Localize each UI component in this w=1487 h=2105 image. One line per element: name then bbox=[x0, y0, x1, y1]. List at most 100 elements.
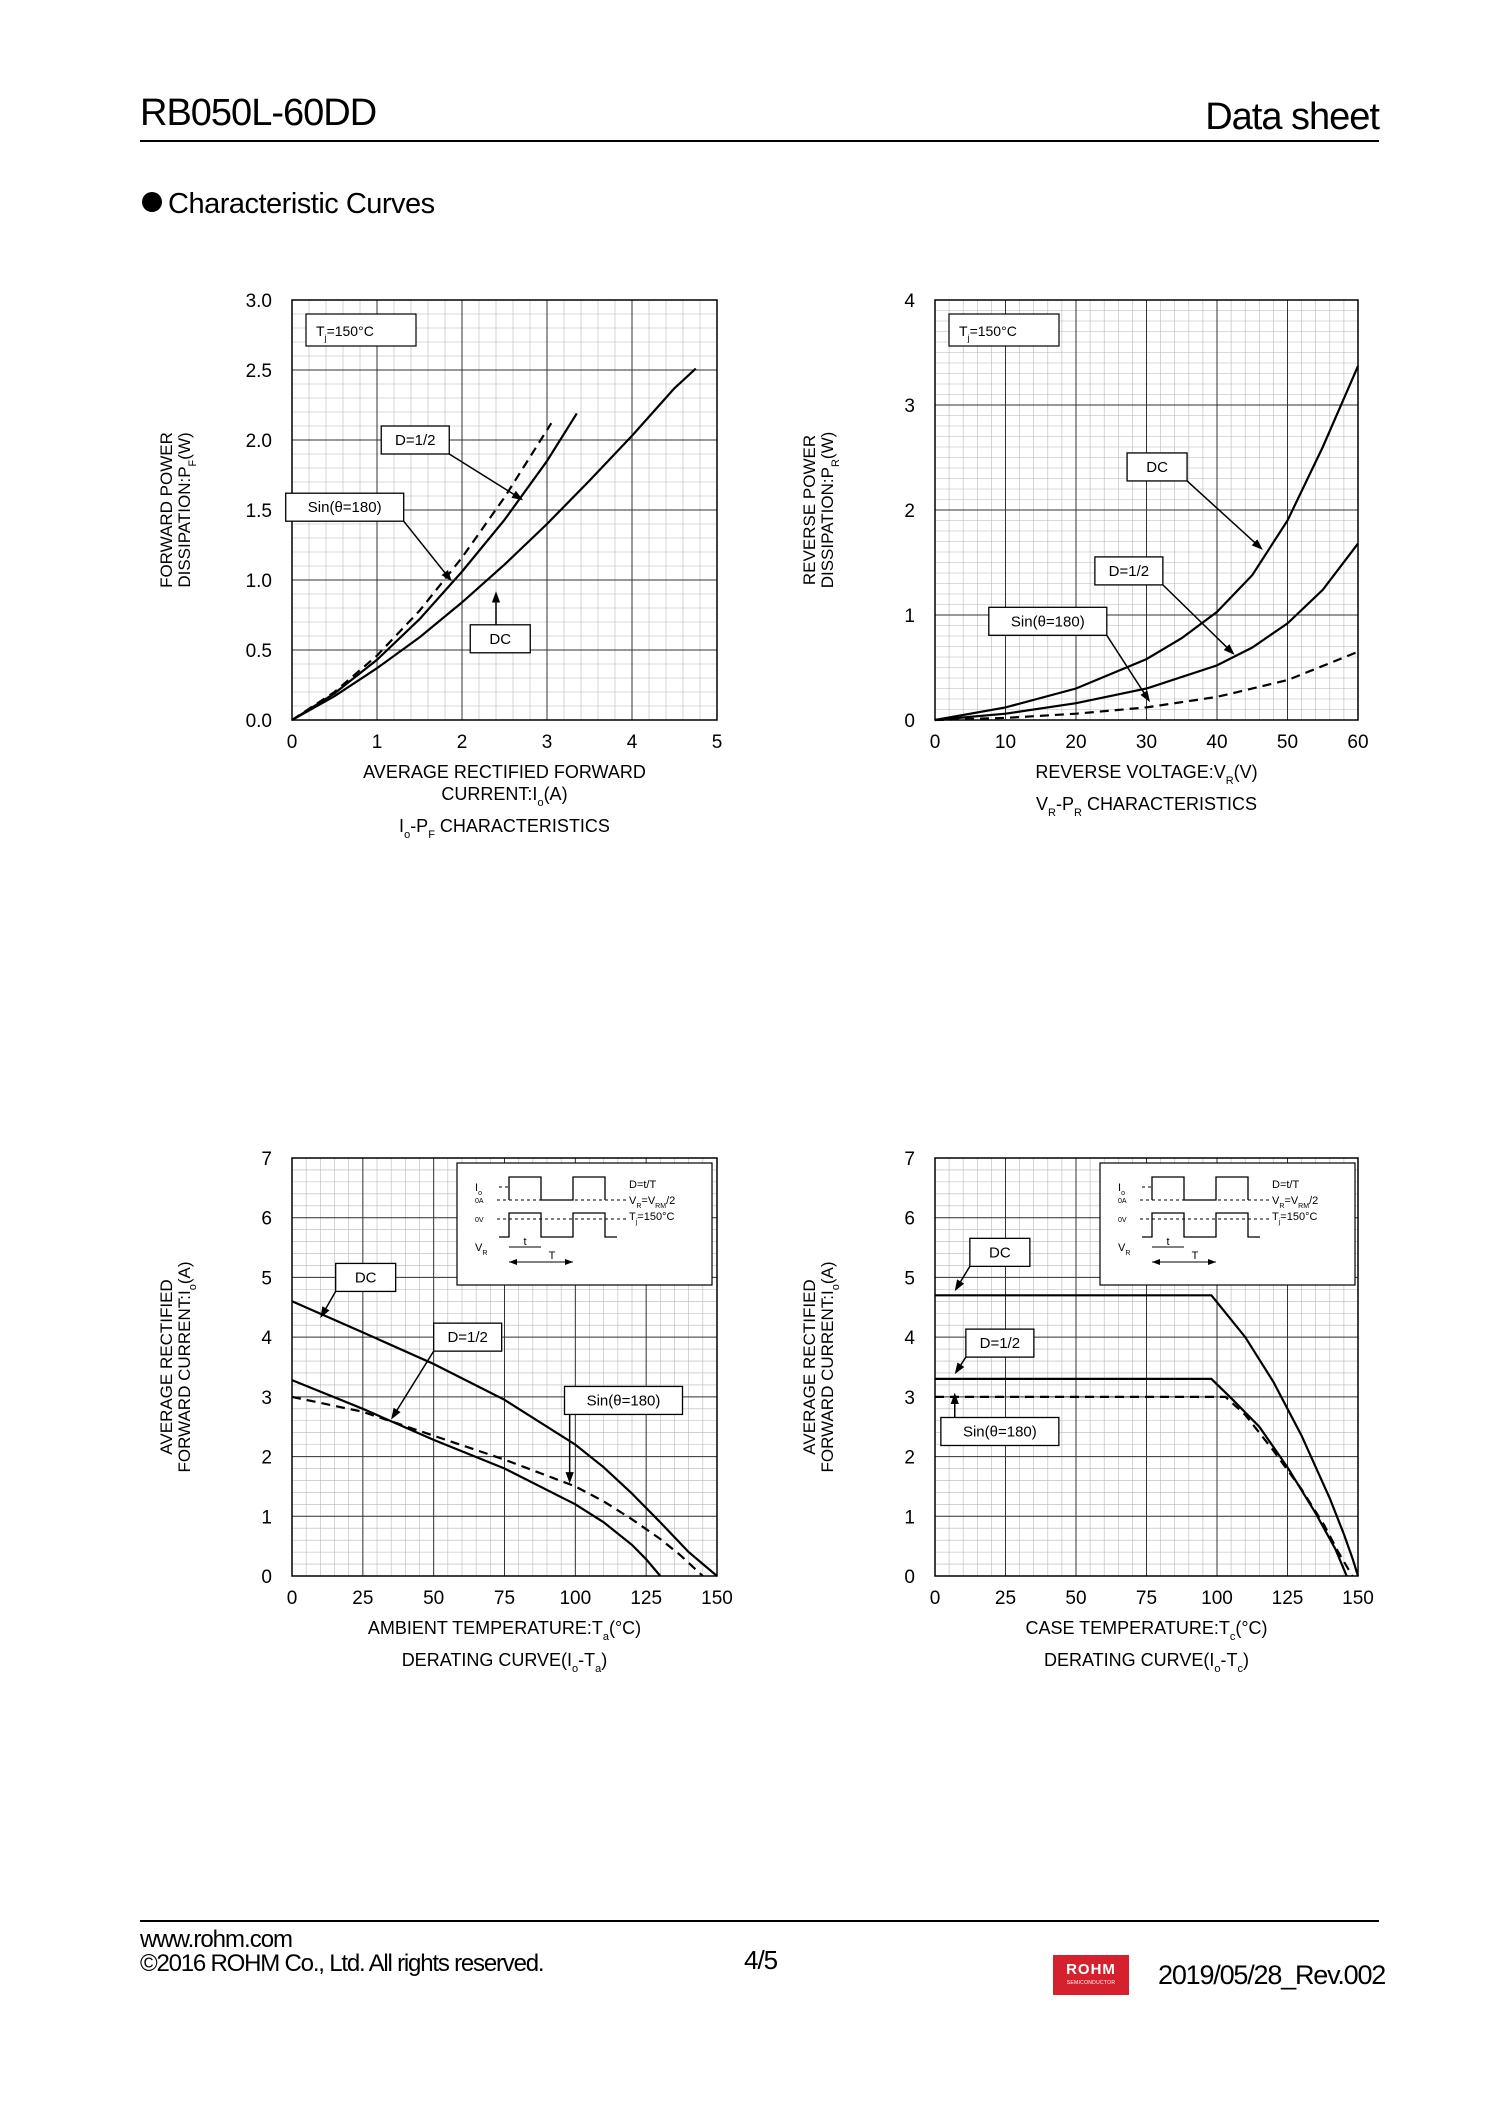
y-tick-label: 2 bbox=[904, 1448, 915, 1469]
text-part: V bbox=[629, 1195, 637, 1207]
annotation-arrowhead bbox=[565, 1472, 574, 1484]
y-axis-label-line: DISSIPATION:PF(W) bbox=[175, 432, 199, 587]
annotation-box bbox=[965, 1328, 1035, 1358]
text-part: DISSIPATION:P bbox=[175, 466, 194, 587]
y-axis-label-line: AVERAGE RECTIFIED bbox=[157, 1279, 176, 1454]
annotation-leader bbox=[1162, 584, 1229, 649]
y-tick-label: 7 bbox=[261, 1149, 272, 1170]
text-part: DISSIPATION:P bbox=[818, 467, 837, 588]
text-part: FORWARD POWER bbox=[157, 432, 176, 588]
text-part: T bbox=[1272, 1211, 1279, 1223]
text-part: T bbox=[316, 323, 325, 339]
subscript: c bbox=[1237, 1663, 1243, 1675]
series-line-dc bbox=[291, 367, 697, 721]
condition-box bbox=[948, 313, 1060, 347]
annotation-arrowhead bbox=[950, 1392, 959, 1404]
text-part: CASE TEMPERATURE:T bbox=[1025, 1618, 1229, 1638]
subscript: R bbox=[1279, 1203, 1284, 1210]
chart-caption: VR-PR CHARACTERISTICS bbox=[1036, 794, 1257, 819]
subscript: RM bbox=[1298, 1203, 1309, 1210]
text-part: /2 bbox=[666, 1195, 675, 1207]
subscript: R bbox=[1125, 1250, 1130, 1257]
text-part: ) bbox=[601, 1650, 607, 1670]
text-part: AMBIENT TEMPERATURE:T bbox=[368, 1618, 603, 1638]
x-tick-label: 25 bbox=[352, 1588, 373, 1609]
annotation-arrowhead bbox=[320, 1306, 330, 1319]
text-part: T bbox=[959, 323, 968, 339]
x-tick-label: 50 bbox=[1065, 1588, 1086, 1609]
text-part: -T bbox=[1220, 1650, 1237, 1670]
series-line-dc bbox=[935, 1294, 1360, 1577]
y-tick-label: 4 bbox=[904, 1328, 915, 1349]
condition-box bbox=[305, 313, 417, 347]
x-tick-label: 50 bbox=[423, 1588, 444, 1609]
plot-frame bbox=[291, 1157, 718, 1577]
x-tick-label: 4 bbox=[627, 732, 638, 753]
annotation-arrowhead bbox=[954, 1362, 965, 1375]
subscript: R bbox=[636, 1203, 641, 1210]
text-part: DERATING CURVE(I bbox=[402, 1650, 572, 1670]
subscript: c bbox=[1230, 1631, 1236, 1643]
x-tick-label: 100 bbox=[1201, 1588, 1233, 1609]
x-tick-label: 3 bbox=[542, 732, 553, 753]
text-part: T bbox=[629, 1211, 636, 1223]
x-tick-label: 60 bbox=[1347, 732, 1368, 753]
annotation-label: Sin(θ=180) bbox=[1011, 613, 1085, 630]
y-tick-label: 0 bbox=[261, 1567, 272, 1588]
text-part: I bbox=[1118, 1182, 1121, 1194]
inset-vr-wave bbox=[499, 1212, 617, 1238]
y-tick-label: 5 bbox=[261, 1268, 272, 1289]
subscript: R bbox=[830, 459, 842, 467]
x-tick-label: 30 bbox=[1136, 732, 1157, 753]
inset-zero-a: 0A bbox=[475, 1198, 484, 1205]
inset-frame bbox=[456, 1162, 713, 1286]
footer-url[interactable]: www.rohm.com bbox=[140, 1926, 293, 1953]
x-tick-label: 75 bbox=[1136, 1588, 1157, 1609]
subscript: R bbox=[482, 1250, 487, 1257]
inset-T-label: T bbox=[1192, 1250, 1199, 1262]
x-axis-label: CASE TEMPERATURE:Tc(°C) bbox=[1025, 1618, 1267, 1643]
annotation-label: DC bbox=[489, 631, 511, 648]
series-line-d-1-2 bbox=[291, 412, 578, 721]
text-part: =150°C bbox=[327, 323, 374, 339]
inset-io-label: Io bbox=[1118, 1182, 1125, 1197]
x-tick-label: 150 bbox=[1342, 1588, 1374, 1609]
series-line-dc bbox=[934, 365, 1360, 722]
y-tick-label: 5 bbox=[904, 1268, 915, 1289]
inset-vr-equation: VR=VRM/2 bbox=[629, 1195, 675, 1210]
annotation-label: D=1/2 bbox=[980, 1335, 1020, 1352]
annotation-leader bbox=[959, 1356, 967, 1367]
x-tick-label: 125 bbox=[630, 1588, 662, 1609]
text-part: AVERAGE RECTIFIED bbox=[800, 1279, 819, 1454]
y-tick-label: 3 bbox=[904, 1388, 915, 1409]
inset-io-label: Io bbox=[475, 1182, 482, 1197]
subscript: RM bbox=[655, 1203, 666, 1210]
y-tick-label: 3 bbox=[904, 396, 915, 417]
section-title: Characteristic Curves bbox=[168, 188, 435, 220]
text-part: FORWARD CURRENT:I bbox=[818, 1290, 837, 1472]
section-heading: Characteristic Curves bbox=[142, 188, 435, 221]
inset-zero-v: 0V bbox=[475, 1217, 484, 1224]
text-part: (A) bbox=[175, 1261, 194, 1284]
x-tick-label: 0 bbox=[287, 732, 298, 753]
annotation-arrowhead bbox=[1223, 644, 1235, 655]
text-part: -P bbox=[1056, 794, 1074, 814]
subscript: a bbox=[603, 1631, 610, 1643]
annotation-box bbox=[1126, 452, 1188, 482]
plot-area: 0 1 2 3 4 5 0.0 0.5 1.0 1.5 2.0 2.5 3.0 AVERAGE RECTI… bbox=[157, 291, 722, 841]
y-axis-label-line: DISSIPATION:PR(W) bbox=[818, 432, 842, 589]
condition-label: Tj=150°C bbox=[959, 323, 1017, 343]
x-axis-label: AVERAGE RECTIFIED FORWARD bbox=[363, 762, 646, 782]
x-tick-label: 40 bbox=[1206, 732, 1227, 753]
y-tick-label: 6 bbox=[904, 1209, 915, 1230]
inset-vr-label: VR bbox=[475, 1242, 487, 1257]
y-axis-label: AVERAGE RECTIFIED FORWARD CURRENT:Io(A) bbox=[800, 1261, 842, 1472]
chart-caption: DERATING CURVE(Io-Ta) bbox=[402, 1650, 608, 1675]
inset-vr-equation: VR=VRM/2 bbox=[1272, 1195, 1318, 1210]
header-rule bbox=[140, 140, 1379, 142]
text-part: (A) bbox=[544, 784, 568, 804]
y-tick-label: 6 bbox=[261, 1209, 272, 1230]
